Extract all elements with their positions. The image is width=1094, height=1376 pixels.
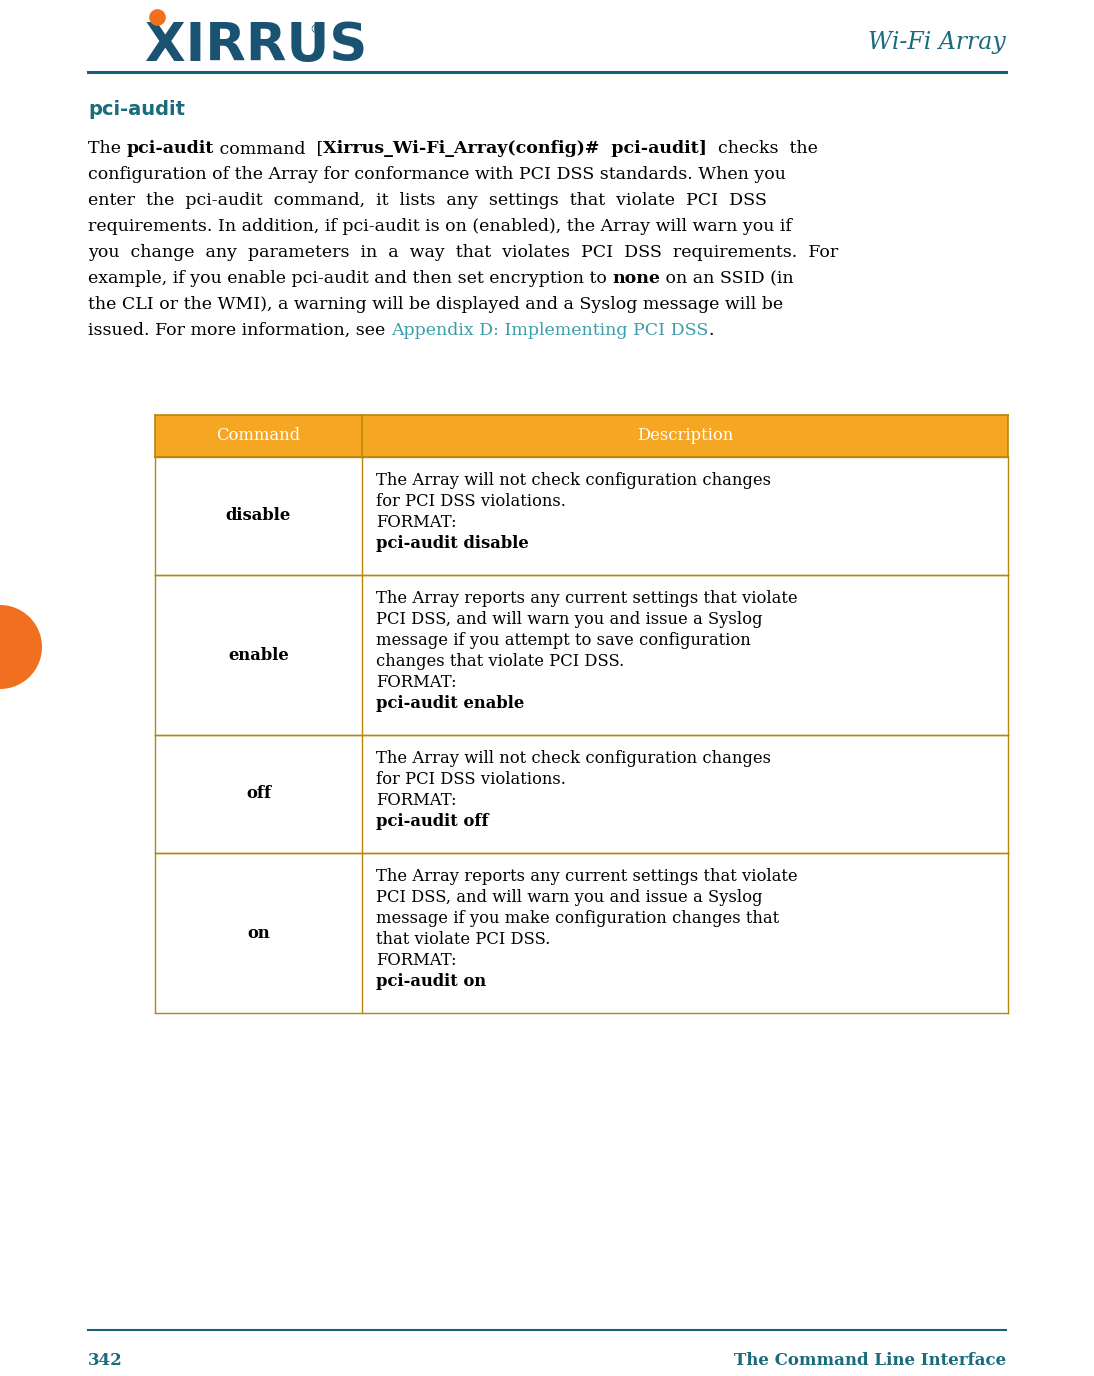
Text: message if you make configuration changes that: message if you make configuration change… bbox=[376, 910, 779, 927]
Text: issued. For more information, see: issued. For more information, see bbox=[88, 322, 391, 338]
Text: the CLI or the WMI), a warning will be displayed and a Syslog message will be: the CLI or the WMI), a warning will be d… bbox=[88, 296, 783, 312]
Text: Description: Description bbox=[637, 428, 733, 444]
Text: 342: 342 bbox=[88, 1353, 123, 1369]
Text: pci-audit enable: pci-audit enable bbox=[376, 695, 524, 711]
Text: FORMAT:: FORMAT: bbox=[376, 793, 456, 809]
Text: none: none bbox=[613, 270, 661, 288]
Text: .: . bbox=[708, 322, 713, 338]
Text: pci-audit: pci-audit bbox=[88, 100, 185, 118]
Text: The Array will not check configuration changes: The Array will not check configuration c… bbox=[376, 750, 771, 766]
Bar bbox=[155, 575, 1008, 735]
Text: Appendix D: Implementing PCI DSS: Appendix D: Implementing PCI DSS bbox=[391, 322, 708, 338]
Text: on: on bbox=[247, 925, 270, 941]
Text: pci-audit off: pci-audit off bbox=[376, 813, 489, 830]
Text: requirements. In addition, if pci-audit is on (enabled), the Array will warn you: requirements. In addition, if pci-audit … bbox=[88, 217, 792, 235]
Text: The Command Line Interface: The Command Line Interface bbox=[734, 1353, 1006, 1369]
Text: checks  the: checks the bbox=[707, 140, 818, 157]
Text: for PCI DSS violations.: for PCI DSS violations. bbox=[376, 771, 566, 788]
Text: pci-audit: pci-audit bbox=[127, 140, 213, 157]
Text: The: The bbox=[88, 140, 127, 157]
Text: The Array reports any current settings that violate: The Array reports any current settings t… bbox=[376, 868, 798, 885]
Text: Command: Command bbox=[217, 428, 301, 444]
Text: message if you attempt to save configuration: message if you attempt to save configura… bbox=[376, 632, 750, 649]
Text: pci-audit disable: pci-audit disable bbox=[376, 535, 528, 552]
Circle shape bbox=[0, 605, 42, 689]
Text: XIRRUS: XIRRUS bbox=[146, 21, 368, 72]
Text: Xirrus_Wi-Fi_Array(config)#  pci-audit]: Xirrus_Wi-Fi_Array(config)# pci-audit] bbox=[323, 140, 707, 157]
Text: FORMAT:: FORMAT: bbox=[376, 952, 456, 969]
Text: example, if you enable pci-audit and then set encryption to: example, if you enable pci-audit and the… bbox=[88, 270, 613, 288]
Text: enter  the  pci-audit  command,  it  lists  any  settings  that  violate  PCI  D: enter the pci-audit command, it lists an… bbox=[88, 193, 767, 209]
Text: enable: enable bbox=[229, 647, 289, 663]
Text: PCI DSS, and will warn you and issue a Syslog: PCI DSS, and will warn you and issue a S… bbox=[376, 611, 763, 627]
Text: disable: disable bbox=[225, 508, 291, 524]
Text: pci-audit on: pci-audit on bbox=[376, 973, 486, 989]
Text: configuration of the Array for conformance with PCI DSS standards. When you: configuration of the Array for conforman… bbox=[88, 166, 785, 183]
Text: Wi-Fi Array: Wi-Fi Array bbox=[869, 30, 1006, 54]
Text: FORMAT:: FORMAT: bbox=[376, 515, 456, 531]
Bar bbox=[155, 457, 1008, 575]
Bar bbox=[155, 416, 1008, 457]
Text: The Array will not check configuration changes: The Array will not check configuration c… bbox=[376, 472, 771, 488]
Text: for PCI DSS violations.: for PCI DSS violations. bbox=[376, 493, 566, 510]
Text: ®: ® bbox=[309, 23, 322, 36]
Bar bbox=[155, 735, 1008, 853]
Text: command  [: command [ bbox=[213, 140, 323, 157]
Text: that violate PCI DSS.: that violate PCI DSS. bbox=[376, 932, 550, 948]
Text: FORMAT:: FORMAT: bbox=[376, 674, 456, 691]
Text: PCI DSS, and will warn you and issue a Syslog: PCI DSS, and will warn you and issue a S… bbox=[376, 889, 763, 905]
Text: on an SSID (in: on an SSID (in bbox=[661, 270, 794, 288]
Text: off: off bbox=[246, 786, 271, 802]
Text: The Array reports any current settings that violate: The Array reports any current settings t… bbox=[376, 590, 798, 607]
Bar bbox=[155, 853, 1008, 1013]
Text: you  change  any  parameters  in  a  way  that  violates  PCI  DSS  requirements: you change any parameters in a way that … bbox=[88, 244, 838, 261]
Text: changes that violate PCI DSS.: changes that violate PCI DSS. bbox=[376, 654, 625, 670]
